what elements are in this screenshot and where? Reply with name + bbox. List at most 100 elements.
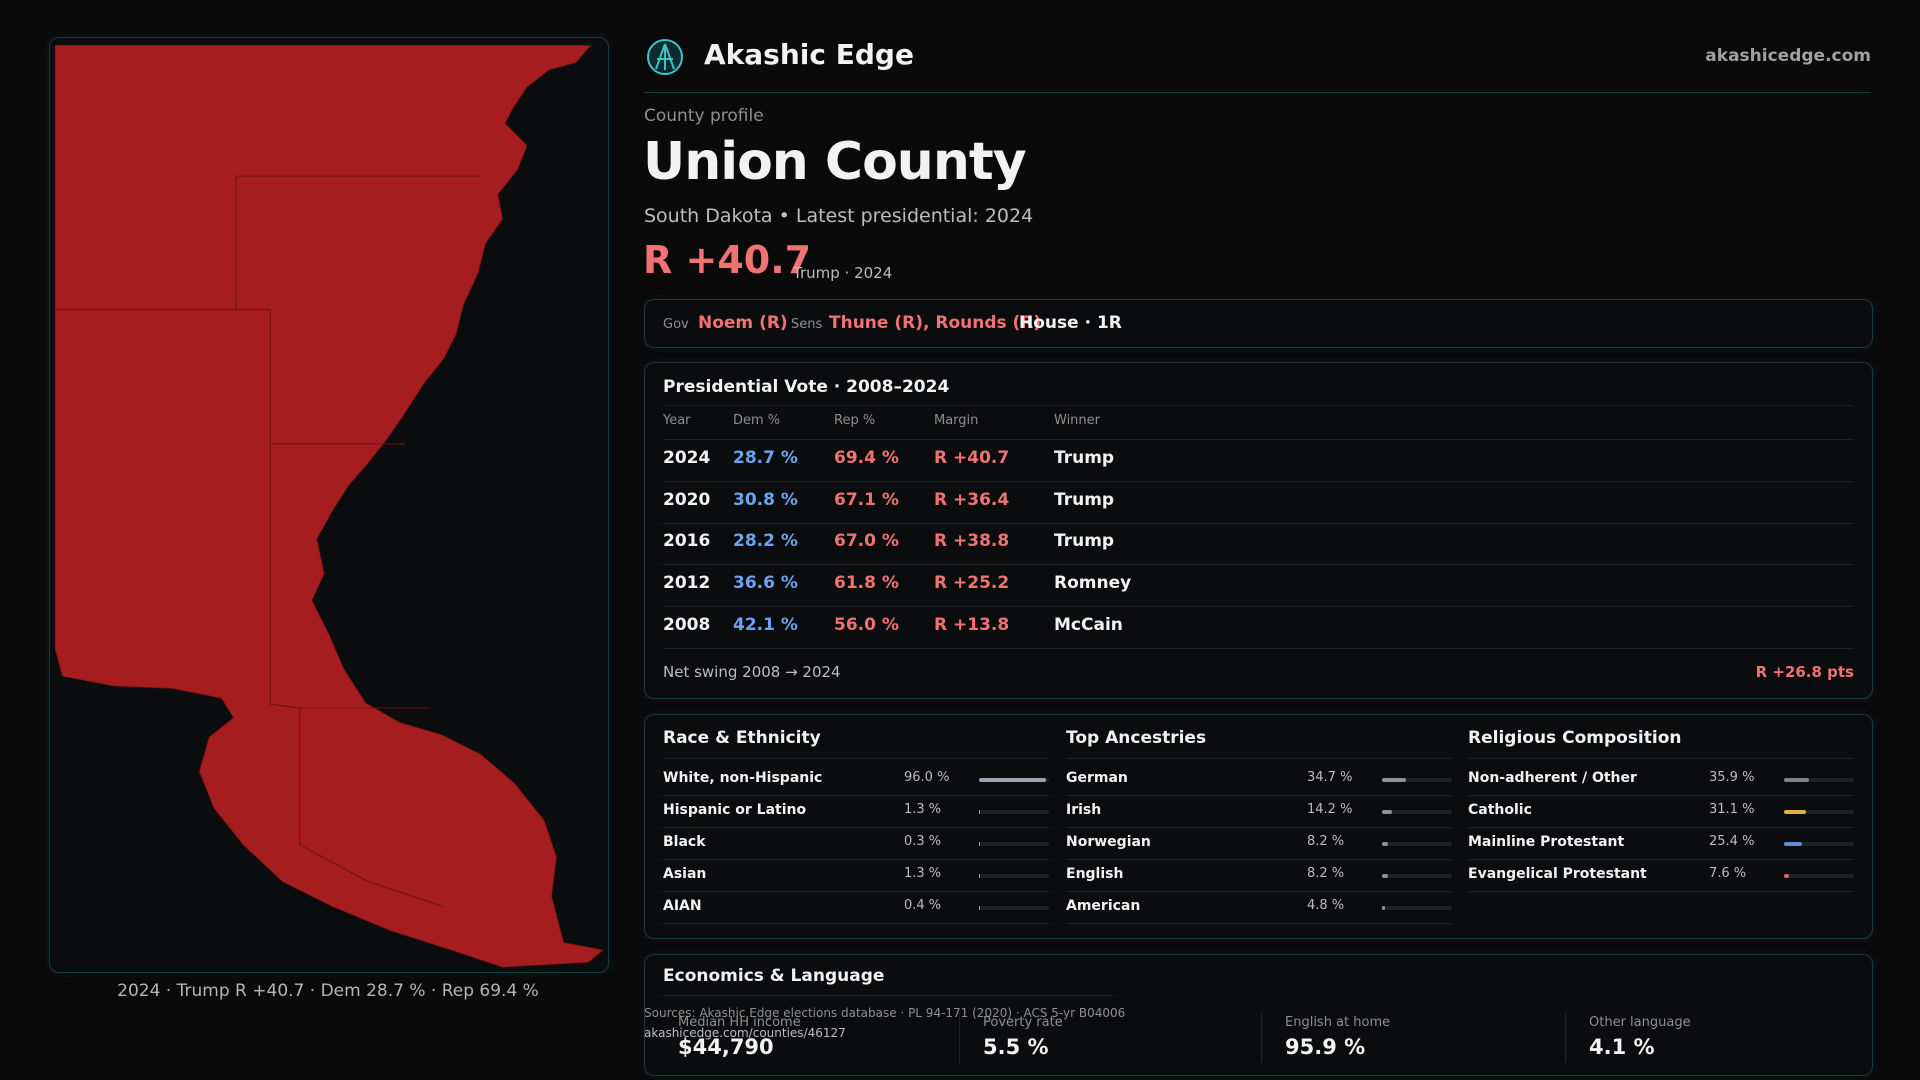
row-divider	[663, 405, 1853, 406]
item-label: English	[1066, 866, 1124, 882]
bar-track	[979, 874, 1049, 878]
item-value: 4.8 %	[1307, 898, 1345, 913]
border-line	[299, 844, 442, 907]
bar	[1382, 906, 1386, 910]
table-cell: R +25.2	[934, 573, 1010, 594]
item-label: White, non-Hispanic	[663, 770, 823, 786]
section-title: Race & Ethnicity	[663, 728, 821, 748]
border-line	[55, 175, 481, 310]
gov-label: Gov	[663, 317, 689, 332]
county-map	[54, 44, 604, 968]
row-divider	[1066, 827, 1452, 828]
table-cell: 30.8 %	[733, 489, 798, 510]
row-divider	[1468, 859, 1854, 860]
gov-name: Noem (R)	[698, 313, 788, 333]
table-cell: R +13.8	[934, 614, 1010, 635]
stat-divider	[959, 1013, 960, 1063]
officials-panel: Gov Noem (R) Sens Thune (R), Rounds (R) …	[644, 299, 1873, 348]
bar-track	[1784, 874, 1854, 878]
map-panel	[49, 37, 609, 973]
county-subtitle: South Dakota • Latest presidential: 2024	[644, 205, 1034, 227]
row-divider	[663, 647, 1853, 649]
bar-track	[979, 842, 1049, 846]
row-divider	[663, 481, 1853, 482]
row-divider	[1468, 795, 1854, 796]
item-value: 96.0 %	[904, 770, 950, 785]
bar-track	[1784, 778, 1854, 782]
row-divider	[663, 522, 1853, 524]
stat-label: Other language	[1589, 1015, 1691, 1030]
row-divider	[1066, 859, 1452, 860]
column-header: Dem %	[733, 413, 781, 428]
county-title: Union County	[643, 132, 1027, 192]
demographics-panel: Race & Ethnicity White, non-Hispanic 96.0 …	[644, 714, 1873, 939]
table-cell: 56.0 %	[834, 614, 899, 635]
bar-track	[1382, 810, 1452, 814]
swing-value: R +26.8 pts	[1755, 663, 1854, 681]
row-divider	[663, 758, 1049, 759]
table-cell: R +40.7	[934, 448, 1010, 468]
item-label: Norwegian	[1066, 834, 1151, 850]
item-label: Non-adherent / Other	[1468, 770, 1637, 786]
column-header: Margin	[934, 413, 979, 428]
table-cell: Trump	[1054, 531, 1115, 552]
stat-label: English at home	[1285, 1015, 1391, 1030]
bar	[1784, 874, 1790, 878]
bar-track	[1784, 810, 1854, 814]
bar-track	[1784, 842, 1854, 846]
bar	[1784, 810, 1806, 814]
table-cell: 67.0 %	[834, 531, 899, 552]
item-value: 25.4 %	[1709, 834, 1755, 849]
header-divider	[644, 92, 1871, 93]
row-divider	[1066, 758, 1452, 759]
item-value: 8.2 %	[1307, 834, 1345, 849]
bar-track	[1382, 906, 1452, 910]
bar-track	[979, 906, 1049, 910]
row-divider	[663, 923, 1049, 924]
table-cell: 2012	[663, 573, 711, 594]
stat-value: 95.9 %	[1285, 1035, 1366, 1059]
source-url: akashicedge.com/counties/46127	[644, 1026, 846, 1040]
section-title: Top Ancestries	[1066, 728, 1207, 748]
brand-domain: akashicedge.com	[1705, 46, 1871, 66]
sens-label: Sens	[791, 317, 823, 332]
item-value: 8.2 %	[1307, 866, 1345, 881]
column-header: Winner	[1054, 413, 1101, 428]
item-value: 7.6 %	[1709, 866, 1747, 881]
table-cell: 61.8 %	[834, 573, 899, 594]
kicker: County profile	[644, 106, 764, 126]
row-divider	[1468, 827, 1854, 828]
item-label: American	[1066, 898, 1141, 914]
economics-panel: Economics & Language Median HH income $44…	[644, 954, 1873, 1076]
table-cell: 2008	[663, 614, 711, 635]
row-divider	[663, 827, 1049, 828]
row-divider	[1066, 795, 1452, 796]
item-label: Evangelical Protestant	[1468, 866, 1647, 882]
item-value: 31.1 %	[1709, 802, 1755, 817]
table-cell: 69.4 %	[834, 448, 899, 468]
sens-names: Thune (R), Rounds (R)	[829, 313, 1042, 333]
table-cell: R +38.8	[934, 531, 1010, 552]
map-caption: 2024 · Trump R +40.7 · Dem 28.7 % · Rep …	[117, 981, 539, 1001]
margin-note: Trump · 2024	[793, 264, 893, 282]
item-label: Asian	[663, 866, 707, 882]
table-cell: McCain	[1054, 614, 1123, 635]
table-cell: 67.1 %	[834, 489, 899, 510]
presidential-panel: Presidential Vote · 2008–2024 Net swing …	[644, 362, 1873, 699]
item-label: Irish	[1066, 802, 1102, 818]
bar	[979, 810, 980, 814]
table-cell: Romney	[1054, 573, 1132, 594]
bar-track	[1382, 842, 1452, 846]
item-value: 1.3 %	[904, 802, 942, 817]
table-cell: Trump	[1054, 489, 1115, 510]
item-label: AIAN	[663, 898, 702, 914]
stat-value: 5.5 %	[983, 1035, 1049, 1059]
item-label: Hispanic or Latino	[663, 802, 807, 818]
stat-divider	[1565, 1013, 1566, 1063]
stat-value: 4.1 %	[1589, 1035, 1655, 1059]
county-shape	[54, 44, 604, 968]
bar	[1784, 778, 1810, 782]
stat-value: $44,790	[678, 1035, 774, 1059]
